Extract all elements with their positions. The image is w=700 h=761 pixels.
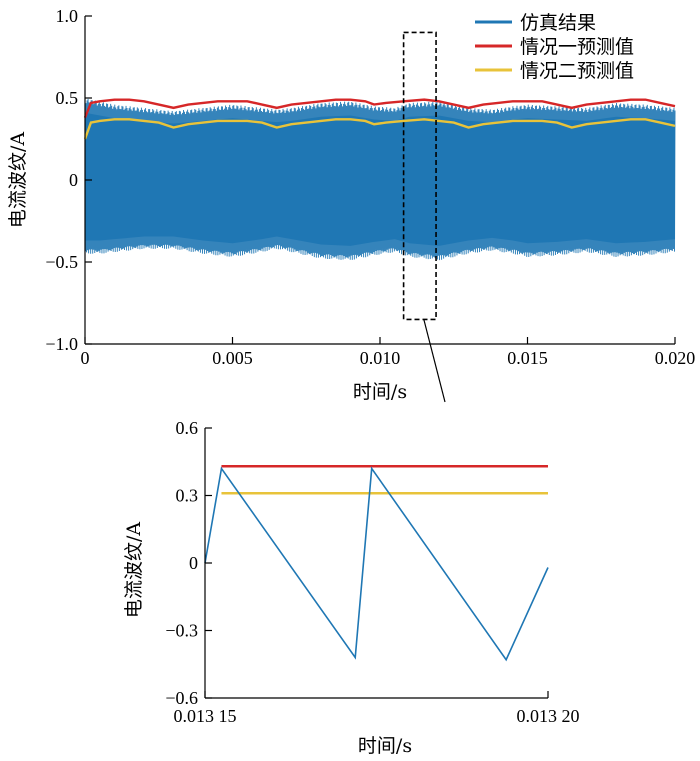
top-x-tick-label: 0	[81, 348, 90, 368]
bottom-y-tick-label: 0.3	[176, 486, 199, 506]
bottom-y-tick-label: −0.6	[165, 688, 198, 708]
top-y-tick-label: −0.5	[45, 252, 78, 272]
top-x-tick-label: 0.005	[212, 348, 253, 368]
top-zoom-rectangle	[402, 31, 437, 321]
top-y-tick-label: 0	[69, 170, 78, 190]
bottom-x-axis-label: 时间/s	[358, 735, 412, 757]
legend-label-2: 情况二预测值	[520, 60, 634, 82]
top-axes: 0 0.005 0.010 0.015 0.020 −1.0 −0.5 0 0.5 1.0	[45, 6, 695, 368]
top-y-tick-label: 1.0	[56, 6, 79, 26]
top-zoom-box	[402, 31, 446, 403]
bottom-series-line-0	[204, 466, 549, 662]
legend-label-1: 情况一预测值	[520, 36, 634, 58]
top-y-axis-label: 电流波纹/A	[7, 132, 29, 228]
bottom-y-tick-label: −0.3	[165, 621, 198, 641]
top-x-tick-label: 0.010	[360, 348, 401, 368]
top-y-tick-label: 0.5	[56, 88, 79, 108]
bottom-y-tick-label: 0.6	[176, 418, 199, 438]
bottom-x-tick-label: 0.013 15	[174, 706, 237, 726]
top-y-tick-label: −1.0	[45, 334, 78, 354]
bottom-y-axis-label: 电流波纹/A	[123, 522, 145, 618]
top-simulation-core	[85, 112, 675, 246]
top-chart: 0 0.005 0.010 0.015 0.020 −1.0 −0.5 0 0.5 1.0 仿真结…	[7, 6, 695, 403]
top-x-axis-label: 时间/s	[353, 381, 407, 403]
top-x-tick-label: 0.015	[507, 348, 548, 368]
legend-label-0: 仿真结果	[520, 12, 596, 34]
top-x-tick-label: 0.020	[655, 348, 696, 368]
bottom-x-tick-label: 0.013 20	[517, 706, 580, 726]
top-series-line-2	[83, 118, 676, 140]
zoom-connector-line	[423, 319, 446, 403]
top-simulation-band	[84, 98, 676, 261]
bottom-zoom-chart: 0.013 15 0.013 20 −0.6 −0.3 0 0.3 0.6 时间/s 电流波…	[123, 418, 580, 757]
top-series-line-1	[83, 98, 676, 119]
top-series-group	[83, 98, 676, 140]
bottom-y-tick-label: 0	[189, 553, 198, 573]
bottom-series-group	[204, 465, 549, 662]
bottom-axes: 0.013 15 0.013 20 −0.6 −0.3 0 0.3 0.6	[165, 418, 579, 726]
